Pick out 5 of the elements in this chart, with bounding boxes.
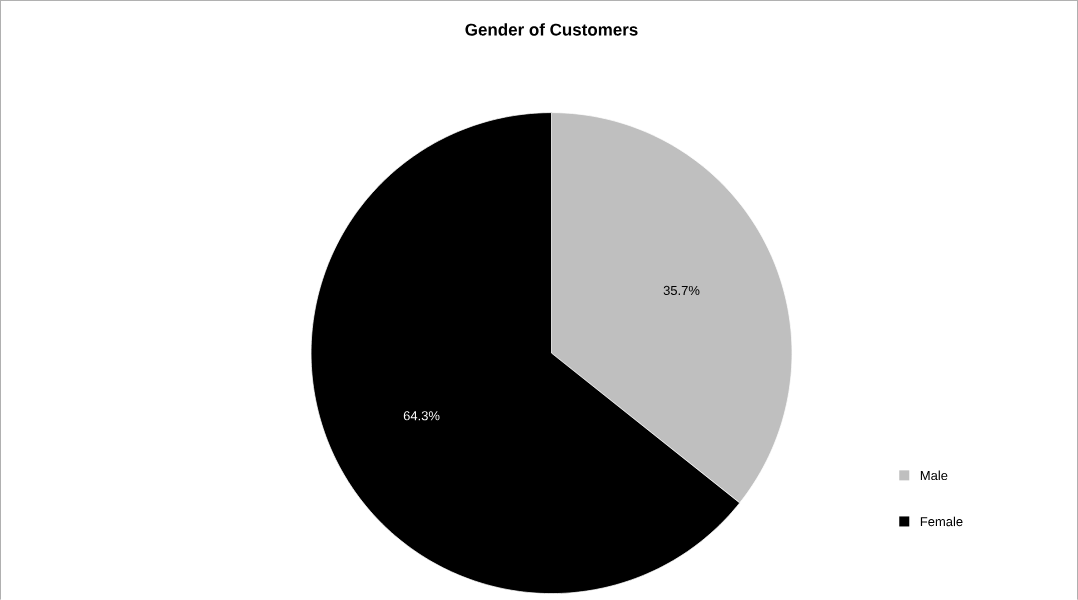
chart-title: Gender of Customers: [465, 23, 638, 36]
legend-label: Male: [920, 470, 948, 481]
data-label: 35.7%: [663, 285, 700, 296]
legend-label: Female: [920, 516, 963, 527]
data-label: 64.3%: [403, 411, 440, 421]
